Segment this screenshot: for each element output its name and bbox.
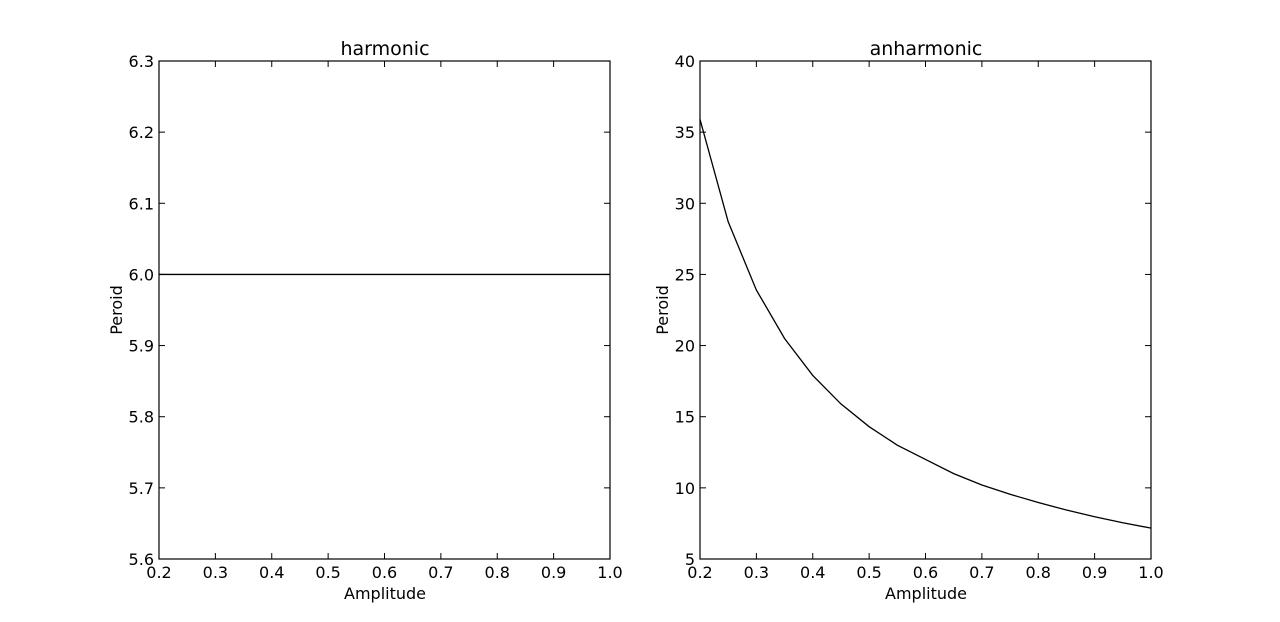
- y-tick-label: 5.9: [129, 337, 154, 356]
- plot-area: 0.2 0.3 0.4 0.5 0.6 0.7 0.8 0.9 1.0 5.6 5.7 5.8 5.9 6…: [129, 52, 623, 582]
- x-tick-label: 0.4: [800, 563, 825, 582]
- y-tick-label: 5: [685, 550, 695, 569]
- x-tick-label: 1.0: [1138, 563, 1163, 582]
- plot-area: 0.2 0.3 0.4 0.5 0.6 0.7 0.8 0.9 1.0 5 10 15 20 25 30 35…: [675, 52, 1164, 582]
- y-tick-label: 15: [675, 408, 695, 427]
- y-tick-label: 5.8: [129, 408, 154, 427]
- x-tick-label: 0.3: [744, 563, 769, 582]
- x-tick-label: 0.4: [259, 563, 284, 582]
- y-tick-label: 35: [675, 123, 695, 142]
- x-tick-label: 0.5: [856, 563, 881, 582]
- y-tick-label: 6.1: [129, 194, 154, 213]
- y-tick-label: 6.2: [129, 123, 154, 142]
- y-tick-label: 25: [675, 265, 695, 284]
- x-tick-label: 0.8: [485, 563, 510, 582]
- y-tick-label: 6.0: [129, 265, 154, 284]
- x-tick-label: 0.2: [146, 563, 171, 582]
- x-tick-label: 0.6: [372, 563, 397, 582]
- chart-title: anharmonic: [870, 38, 983, 60]
- x-tick-label: 0.2: [687, 563, 712, 582]
- x-tick-label: 0.3: [203, 563, 228, 582]
- x-tick-label: 0.8: [1026, 563, 1051, 582]
- y-tick-label: 10: [675, 479, 695, 498]
- anharmonic-panel: anharmonic Amplitude Peroid 0.2 0.3 0.4 0.5…: [653, 38, 1164, 603]
- x-tick-label: 0.5: [315, 563, 340, 582]
- y-tick-label: 40: [675, 52, 695, 71]
- x-axis-label: Amplitude: [885, 584, 967, 603]
- x-axis-label: Amplitude: [344, 584, 426, 603]
- x-tick-label: 0.9: [1082, 563, 1107, 582]
- y-tick-label: 5.7: [129, 479, 154, 498]
- y-tick-label: 5.6: [129, 550, 154, 569]
- y-axis-label: Peroid: [107, 285, 126, 335]
- series-line: [699, 119, 1152, 529]
- x-tick-label: 0.9: [541, 563, 566, 582]
- x-tick-label: 0.7: [969, 563, 994, 582]
- x-tick-label: 1.0: [597, 563, 622, 582]
- harmonic-panel: harmonic Amplitude Peroid 0.2 0.3 0.4 0.5 0.…: [107, 38, 623, 603]
- y-axis-label: Peroid: [653, 285, 672, 335]
- y-tick-label: 6.3: [129, 52, 154, 71]
- plot-frame: [158, 60, 611, 560]
- x-tick-label: 0.6: [913, 563, 938, 582]
- x-tick-label: 0.7: [428, 563, 453, 582]
- chart-title: harmonic: [340, 38, 429, 60]
- y-tick-label: 30: [675, 194, 695, 213]
- y-tick-label: 20: [675, 337, 695, 356]
